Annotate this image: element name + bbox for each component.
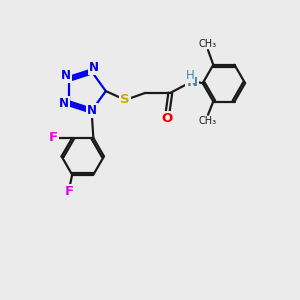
Text: S: S: [120, 93, 130, 106]
Text: O: O: [161, 112, 172, 125]
Text: F: F: [65, 185, 74, 198]
Text: N: N: [187, 76, 198, 89]
Text: N: N: [87, 104, 97, 117]
Text: CH₃: CH₃: [199, 39, 217, 49]
Text: N: N: [61, 69, 71, 82]
Text: N: N: [89, 61, 99, 74]
Text: H: H: [186, 69, 194, 82]
Text: CH₃: CH₃: [199, 116, 217, 126]
Text: F: F: [49, 131, 58, 145]
Text: N: N: [59, 97, 69, 110]
